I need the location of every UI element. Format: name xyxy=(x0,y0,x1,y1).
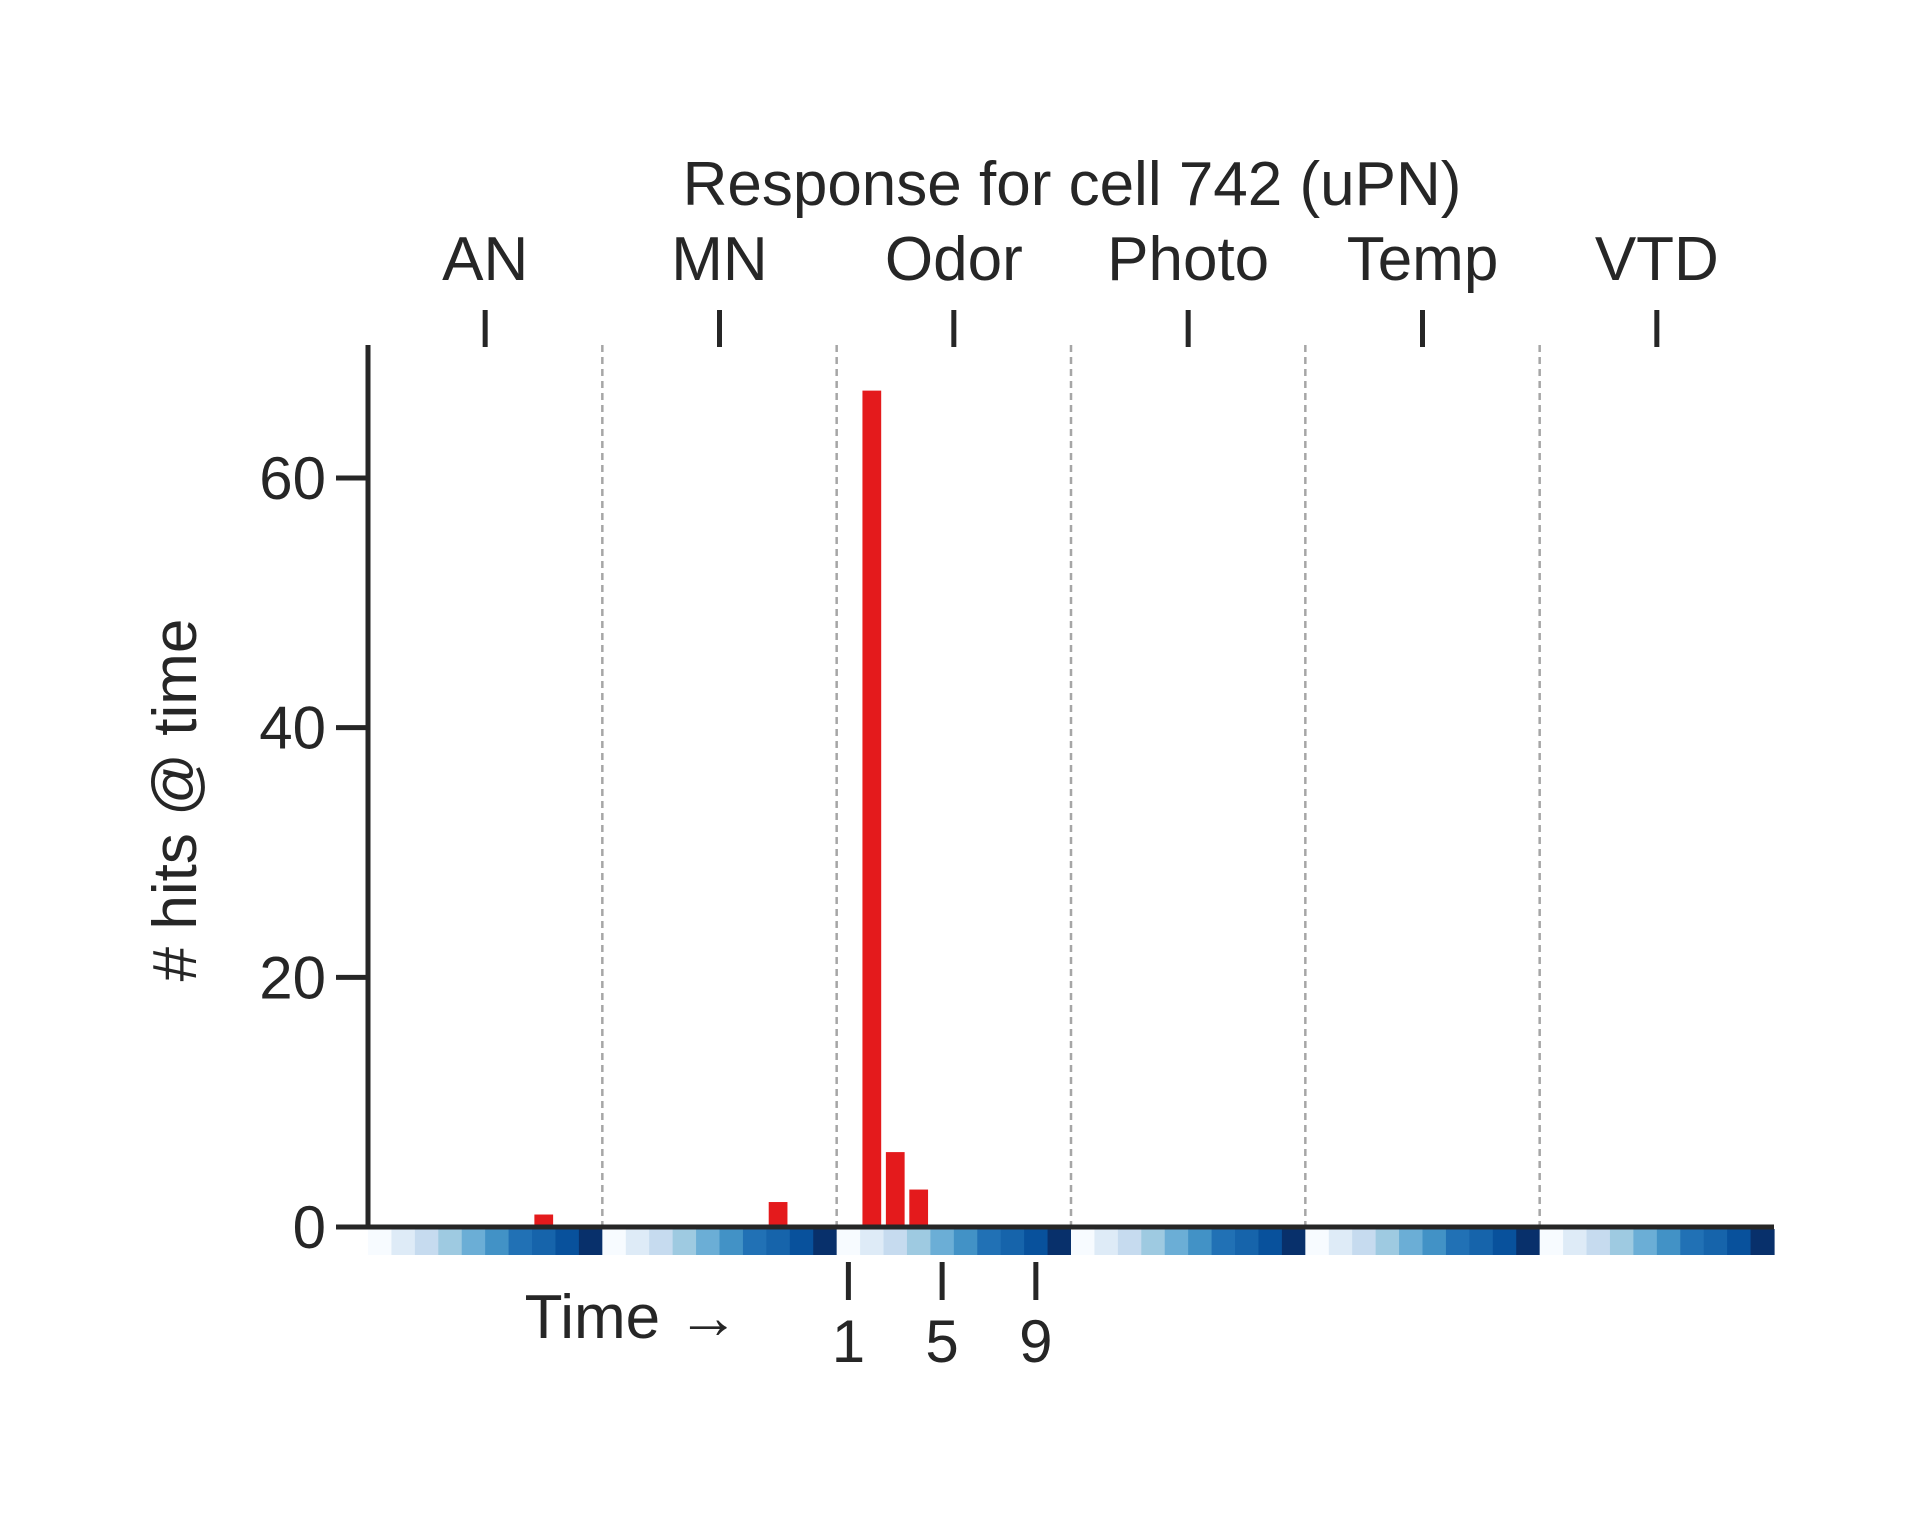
time-strip-cell xyxy=(555,1229,580,1255)
y-axis-label: # hits @ time xyxy=(141,619,210,982)
time-strip-cell xyxy=(930,1229,955,1255)
time-strip-cell xyxy=(1422,1229,1447,1255)
time-strip-cell xyxy=(1000,1229,1025,1255)
y-tick-label-20: 20 xyxy=(259,944,326,1011)
time-strip-cell xyxy=(391,1229,416,1255)
time-strip-cell xyxy=(766,1229,791,1255)
bar-odor-bin-1 xyxy=(862,390,882,1227)
time-strip-cell xyxy=(1258,1229,1283,1255)
group-label-mn: MN xyxy=(671,225,767,294)
y-tick-label-40: 40 xyxy=(259,695,326,762)
time-strip-cell xyxy=(1609,1229,1634,1255)
time-strip-cell xyxy=(1235,1229,1260,1255)
group-label-vtd: VTD xyxy=(1595,225,1719,294)
group-label-an: AN xyxy=(442,225,528,294)
time-strip-cell xyxy=(438,1229,463,1255)
time-strip-cell xyxy=(461,1229,486,1255)
group-label-odor: Odor xyxy=(885,225,1023,294)
time-strip-cell xyxy=(1141,1229,1166,1255)
time-strip-cell xyxy=(953,1229,978,1255)
time-strip-cell xyxy=(414,1229,439,1255)
time-strip-cell xyxy=(1188,1229,1213,1255)
time-strip-cell xyxy=(1492,1229,1517,1255)
time-strip-cell xyxy=(1164,1229,1189,1255)
time-strip-cell xyxy=(1539,1229,1564,1255)
time-strip-cell xyxy=(602,1229,627,1255)
time-strip-cell xyxy=(906,1229,931,1255)
time-strip-cell xyxy=(742,1229,767,1255)
time-strip-cell xyxy=(1399,1229,1424,1255)
time-strip-cell xyxy=(1211,1229,1236,1255)
time-strip-cell xyxy=(1469,1229,1494,1255)
group-label-photo: Photo xyxy=(1107,225,1269,294)
time-strip-cell xyxy=(1750,1229,1775,1255)
time-strip-cell xyxy=(578,1229,603,1255)
time-strip-cell xyxy=(1445,1229,1470,1255)
bar-odor-bin-2 xyxy=(885,1152,905,1227)
time-strip-cell xyxy=(1703,1229,1728,1255)
bar-odor-bin-3 xyxy=(909,1189,929,1227)
bottom-tick-label-5: 5 xyxy=(925,1308,958,1375)
bottom-tick-label-9: 9 xyxy=(1019,1308,1052,1375)
time-strip-cell xyxy=(1024,1229,1049,1255)
time-strip-cell xyxy=(860,1229,885,1255)
time-strip-cell xyxy=(368,1229,393,1255)
time-strip-cell xyxy=(1117,1229,1142,1255)
time-strip-cell xyxy=(719,1229,744,1255)
time-strip-cell xyxy=(1071,1229,1096,1255)
time-strip-cell xyxy=(813,1229,838,1255)
time-strip-cell xyxy=(1633,1229,1658,1255)
time-strip-cell xyxy=(1516,1229,1541,1255)
time-strip-cell xyxy=(1047,1229,1072,1255)
time-strip-cell xyxy=(977,1229,1002,1255)
bar-an-bin-7 xyxy=(534,1214,554,1227)
time-strip-cell xyxy=(1328,1229,1353,1255)
time-strip-cell xyxy=(532,1229,557,1255)
time-strip-cell xyxy=(1563,1229,1588,1255)
group-label-temp: Temp xyxy=(1347,225,1499,294)
time-strip-cell xyxy=(1656,1229,1681,1255)
time-strip-cell xyxy=(1586,1229,1611,1255)
time-strip-cell xyxy=(883,1229,908,1255)
time-strip-cell xyxy=(1352,1229,1377,1255)
bar-mn-bin-7 xyxy=(768,1202,788,1227)
x-axis-label: Time → xyxy=(525,1283,740,1352)
time-strip-cell xyxy=(1727,1229,1752,1255)
time-strip-cell xyxy=(1305,1229,1330,1255)
time-strip-cell xyxy=(836,1229,861,1255)
time-strip-cell xyxy=(1375,1229,1400,1255)
time-strip-cell xyxy=(1094,1229,1119,1255)
y-tick-label-0: 0 xyxy=(293,1194,326,1261)
time-strip-cell xyxy=(696,1229,721,1255)
time-strip-cell xyxy=(625,1229,650,1255)
y-tick-label-60: 60 xyxy=(259,445,326,512)
chart-title: Response for cell 742 (uPN) xyxy=(683,150,1462,219)
time-strip-cell xyxy=(1680,1229,1705,1255)
time-strip-cell xyxy=(1281,1229,1306,1255)
time-strip-cell xyxy=(649,1229,674,1255)
time-strip-cell xyxy=(789,1229,814,1255)
time-strip-cell xyxy=(672,1229,697,1255)
bottom-tick-label-1: 1 xyxy=(832,1308,865,1375)
time-strip-cell xyxy=(485,1229,510,1255)
time-strip-cell xyxy=(508,1229,533,1255)
